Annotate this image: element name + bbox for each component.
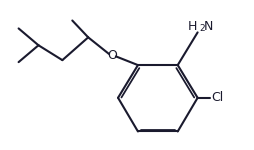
Text: 2: 2 — [199, 24, 204, 33]
Text: H: H — [188, 20, 198, 33]
Text: Cl: Cl — [211, 91, 223, 104]
Text: N: N — [204, 20, 213, 33]
Text: O: O — [107, 49, 117, 62]
